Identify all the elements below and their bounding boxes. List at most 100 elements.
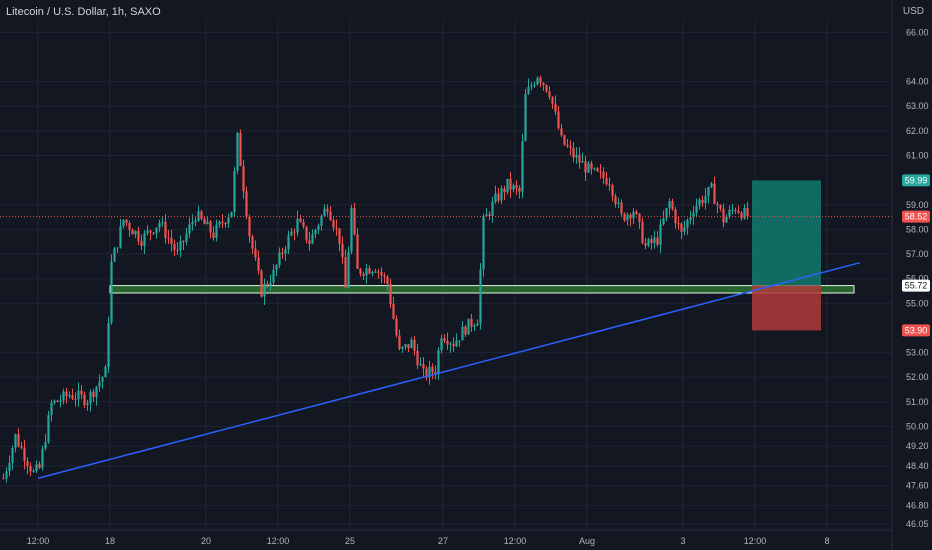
candle-body bbox=[494, 193, 497, 202]
candle-body bbox=[581, 161, 584, 163]
candle-body bbox=[548, 91, 551, 97]
candle-body bbox=[245, 191, 248, 217]
candle-body bbox=[146, 230, 149, 234]
y-tick-label: 46.05 bbox=[906, 519, 929, 529]
candle-body bbox=[365, 268, 368, 276]
y-tick-label: 51.00 bbox=[906, 397, 929, 407]
candle-body bbox=[335, 227, 338, 229]
candle-body bbox=[281, 252, 284, 254]
y-tick-label: 63.00 bbox=[906, 101, 929, 111]
candle-body bbox=[332, 220, 335, 228]
price-badge bbox=[902, 174, 930, 187]
candle-body bbox=[617, 202, 620, 204]
candle-body bbox=[104, 366, 107, 378]
candle-body bbox=[425, 368, 428, 378]
candle-body bbox=[461, 326, 464, 341]
profit-target-zone bbox=[752, 180, 821, 286]
candle-body bbox=[254, 248, 257, 258]
candle-body bbox=[701, 199, 704, 204]
candle-body bbox=[680, 223, 683, 232]
trendline bbox=[37, 261, 861, 479]
candle-body bbox=[668, 201, 671, 209]
candle-body bbox=[11, 448, 14, 464]
candle-body bbox=[41, 448, 44, 468]
candle-body bbox=[482, 215, 485, 270]
candle-body bbox=[116, 247, 119, 249]
candle-body bbox=[713, 183, 716, 204]
candle-body bbox=[311, 234, 314, 244]
y-tick-label: 55.00 bbox=[906, 298, 929, 308]
y-tick-label: 49.20 bbox=[906, 441, 929, 451]
candle-body bbox=[524, 93, 527, 142]
candle-body bbox=[566, 144, 569, 147]
candle-body bbox=[200, 211, 203, 219]
candle-body bbox=[68, 395, 71, 397]
candle-body bbox=[743, 208, 746, 219]
candle-body bbox=[110, 261, 113, 323]
y-tick-label: 66.00 bbox=[906, 27, 929, 37]
candle-body bbox=[530, 85, 533, 87]
candle-body bbox=[686, 219, 689, 228]
candle-body bbox=[119, 226, 122, 248]
candle-body bbox=[737, 210, 740, 213]
candle-body bbox=[257, 257, 260, 271]
y-tick-label: 48.40 bbox=[906, 461, 929, 471]
candle-body bbox=[158, 222, 161, 228]
candle-body bbox=[695, 205, 698, 213]
candle-body bbox=[266, 283, 269, 286]
price-badge bbox=[902, 210, 930, 223]
candle-body bbox=[71, 395, 74, 399]
candle-body bbox=[587, 163, 590, 173]
candle-body bbox=[26, 460, 29, 467]
candle-body bbox=[626, 214, 629, 221]
candle-body bbox=[746, 208, 749, 217]
candle-body bbox=[584, 161, 587, 173]
x-tick-label: 8 bbox=[824, 536, 829, 546]
candle-body bbox=[143, 233, 146, 246]
candle-body bbox=[467, 318, 470, 335]
candle-body bbox=[176, 249, 179, 251]
candle-body bbox=[692, 212, 695, 217]
candle-body bbox=[179, 240, 182, 251]
price-badge-label: 59.99 bbox=[905, 175, 928, 185]
candle-body bbox=[521, 141, 524, 192]
candle-body bbox=[191, 221, 194, 225]
candle-body bbox=[641, 221, 644, 244]
candle-body bbox=[389, 284, 392, 305]
candle-body bbox=[308, 240, 311, 244]
candle-body bbox=[86, 403, 89, 406]
candle-body bbox=[74, 398, 77, 400]
candle-body bbox=[722, 208, 725, 223]
candle-body bbox=[512, 185, 515, 190]
y-tick-label: 47.60 bbox=[906, 481, 929, 491]
x-tick-label: 12:00 bbox=[744, 536, 767, 546]
candle-body bbox=[65, 391, 68, 397]
candle-body bbox=[344, 257, 347, 288]
candle-body bbox=[533, 84, 536, 86]
candle-body bbox=[506, 178, 509, 193]
price-badge bbox=[902, 324, 930, 337]
price-badge-label: 53.90 bbox=[905, 325, 928, 335]
stop-loss-zone bbox=[752, 285, 821, 331]
candle-body bbox=[377, 271, 380, 273]
candle-body bbox=[314, 229, 317, 235]
candle-body bbox=[296, 218, 299, 233]
candle-body bbox=[101, 377, 104, 382]
candle-body bbox=[341, 243, 344, 258]
candle-body bbox=[632, 211, 635, 219]
candle-body bbox=[260, 270, 263, 297]
candle-body bbox=[248, 216, 251, 237]
candle-body bbox=[596, 168, 599, 172]
candle-body bbox=[134, 231, 137, 235]
candle-body bbox=[398, 335, 401, 349]
x-tick-label: 12:00 bbox=[27, 536, 50, 546]
candle-body bbox=[323, 208, 326, 217]
candle-body bbox=[725, 216, 728, 223]
x-tick-label: 25 bbox=[345, 536, 355, 546]
candle-body bbox=[446, 340, 449, 345]
price-badge-label: 55.72 bbox=[905, 281, 928, 291]
candle-body bbox=[137, 231, 140, 242]
candle-body bbox=[683, 227, 686, 232]
